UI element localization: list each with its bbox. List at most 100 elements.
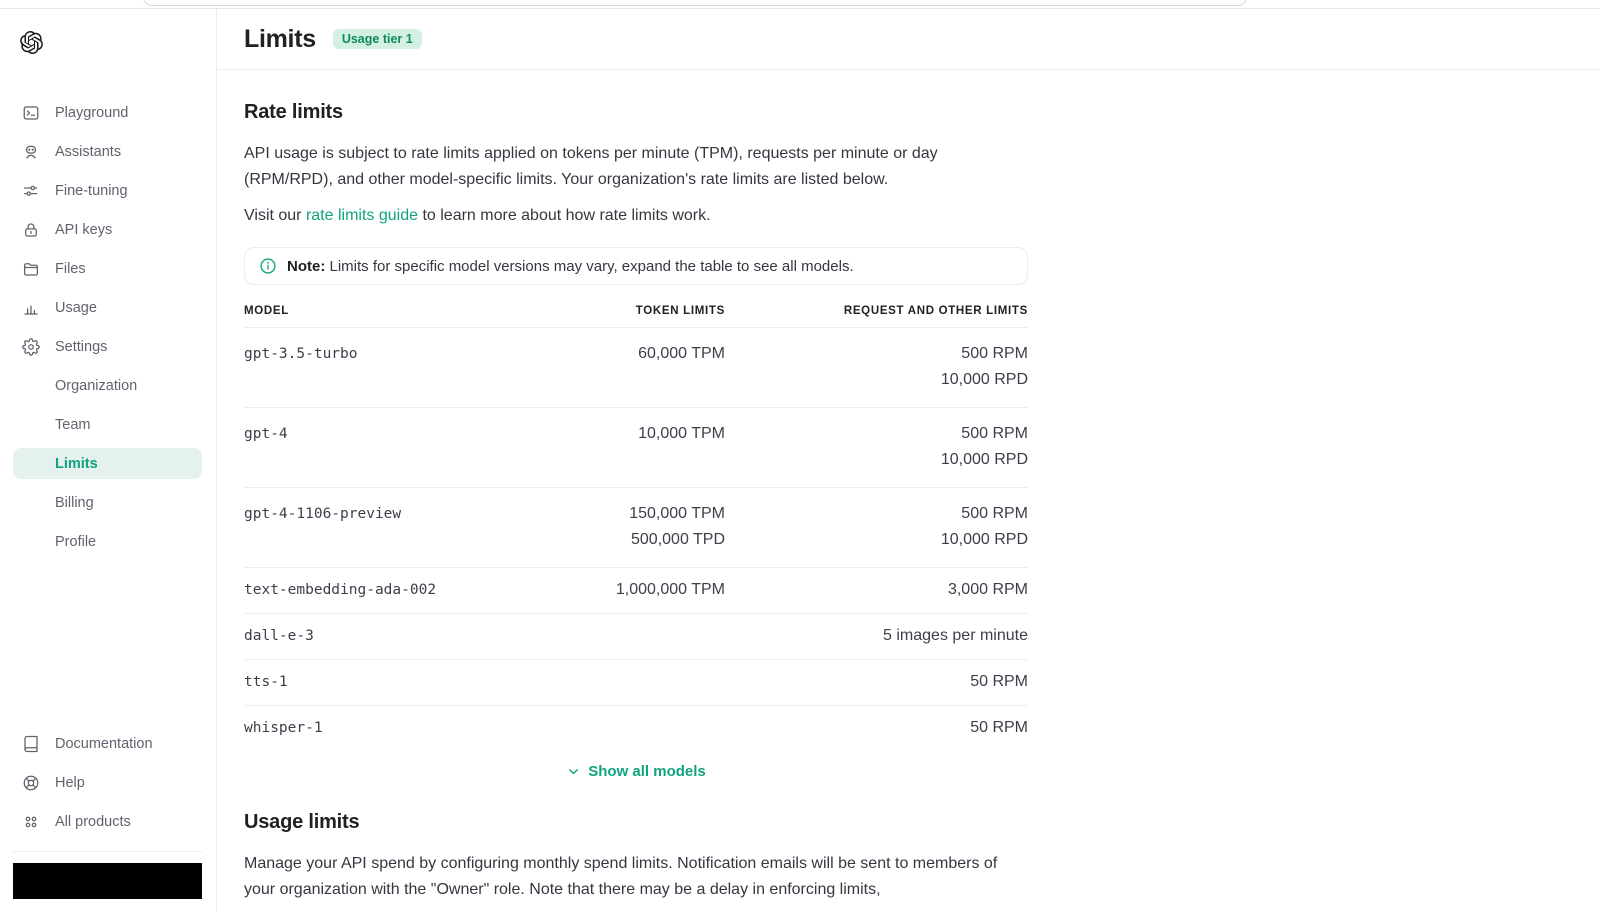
sidebar-item-organization[interactable]: Organization xyxy=(0,366,216,405)
note-label: Note: xyxy=(287,257,326,275)
token-limits-cell: 1,000,000 TPM xyxy=(615,581,725,598)
table-row: gpt-4-1106-preview 150,000 TPM 500,000 T… xyxy=(244,488,1028,568)
lock-icon xyxy=(22,221,40,239)
table-row: gpt-3.5-turbo 60,000 TPM 500 RPM 10,000 … xyxy=(244,328,1028,408)
show-all-models-label: Show all models xyxy=(588,763,706,780)
request-limits-cell: 500 RPM 10,000 RPD xyxy=(940,425,1028,468)
chevron-down-icon xyxy=(566,764,581,779)
sidebar-item-profile[interactable]: Profile xyxy=(0,522,216,561)
request-limits-cell: 50 RPM xyxy=(970,673,1028,690)
token-limits-cell xyxy=(480,669,725,695)
table-row: gpt-4 10,000 TPM 500 RPM 10,000 RPD xyxy=(244,408,1028,488)
rate-limits-table: MODEL TOKEN LIMITS REQUEST AND OTHER LIM… xyxy=(244,305,1028,751)
sidebar-item-limits-active[interactable]: Limits xyxy=(0,444,216,483)
sidebar-item-billing[interactable]: Billing xyxy=(0,483,216,522)
openai-logo[interactable] xyxy=(20,31,216,59)
sidebar-item-label: Organization xyxy=(55,377,138,394)
table-row: dall-e-3 5 images per minute xyxy=(244,614,1028,660)
sidebar-item-label: Files xyxy=(55,260,86,277)
rate-limits-heading: Rate limits xyxy=(244,101,343,123)
token-limits-cell: 60,000 TPM xyxy=(638,345,725,362)
note-callout: Note: Limits for specific model versions… xyxy=(244,247,1028,285)
request-limits-cell: 500 RPM 10,000 RPD xyxy=(940,345,1028,388)
sliders-icon xyxy=(22,182,40,200)
sidebar-item-label: Billing xyxy=(55,494,94,511)
page-title: Limits xyxy=(244,24,316,53)
show-all-models-button[interactable]: Show all models xyxy=(244,763,1028,780)
sidebar-item-api-keys[interactable]: API keys xyxy=(0,210,216,249)
note-text: Limits for specific model versions may v… xyxy=(325,257,854,275)
rate-limits-guide-link[interactable]: rate limits guide xyxy=(305,207,418,224)
sidebar-item-all-products[interactable]: All products xyxy=(0,802,216,841)
sidebar-item-label: Playground xyxy=(55,104,129,121)
token-limits-cell: 150,000 TPM 500,000 TPD xyxy=(629,505,725,548)
terminal-icon xyxy=(22,104,40,122)
request-limits-cell: 500 RPM 10,000 RPD xyxy=(940,505,1028,548)
sidebar-item-files[interactable]: Files xyxy=(0,249,216,288)
sidebar-item-documentation[interactable]: Documentation xyxy=(0,724,216,763)
visit-line: Visit our rate limits guide to learn mor… xyxy=(244,203,1028,229)
assistant-icon xyxy=(22,143,40,161)
page-header: Limits Usage tier 1 xyxy=(217,9,1600,70)
model-name: whisper-1 xyxy=(244,720,323,736)
grid-dots-icon xyxy=(22,813,40,831)
sidebar-item-team[interactable]: Team xyxy=(0,405,216,444)
footer-nav: Documentation Help All products xyxy=(0,724,216,841)
sidebar-item-settings[interactable]: Settings xyxy=(0,327,216,366)
app-root: Playground Assistants Fine-tuning API ke… xyxy=(0,9,1600,912)
model-name: tts-1 xyxy=(244,674,288,690)
sidebar-item-fine-tuning[interactable]: Fine-tuning xyxy=(0,171,216,210)
visit-suffix: to learn more about how rate limits work… xyxy=(418,207,711,224)
column-header-token-limits: TOKEN LIMITS xyxy=(635,305,725,317)
usage-limits-heading: Usage limits xyxy=(244,811,360,833)
omnibox-fragment xyxy=(143,0,1247,6)
folder-icon xyxy=(22,260,40,278)
column-header-request-limits: REQUEST AND OTHER LIMITS xyxy=(843,305,1028,317)
usage-tier-badge: Usage tier 1 xyxy=(332,29,422,49)
sidebar: Playground Assistants Fine-tuning API ke… xyxy=(0,9,217,912)
primary-nav: Playground Assistants Fine-tuning API ke… xyxy=(0,93,216,561)
browser-top-strip xyxy=(0,0,1600,9)
table-body: gpt-3.5-turbo 60,000 TPM 500 RPM 10,000 … xyxy=(244,328,1028,751)
token-limits-cell xyxy=(480,623,725,649)
token-limits-cell xyxy=(480,715,725,741)
book-icon xyxy=(22,735,40,753)
main-content: Limits Usage tier 1 Rate limits API usag… xyxy=(217,9,1600,912)
life-buoy-icon xyxy=(22,774,40,792)
sidebar-spacer xyxy=(0,561,216,724)
account-button-redacted[interactable] xyxy=(13,863,202,899)
bar-chart-icon xyxy=(22,299,40,317)
sidebar-item-assistants[interactable]: Assistants xyxy=(0,132,216,171)
sidebar-item-label: Fine-tuning xyxy=(55,182,128,199)
sidebar-item-playground[interactable]: Playground xyxy=(0,93,216,132)
request-limits-cell: 50 RPM xyxy=(970,719,1028,736)
sidebar-item-label: API keys xyxy=(55,221,113,238)
sidebar-divider xyxy=(13,851,202,852)
active-pill: Limits xyxy=(13,448,202,479)
model-name: gpt-3.5-turbo xyxy=(244,346,358,362)
table-row: whisper-1 50 RPM xyxy=(244,706,1028,751)
rate-limits-description: API usage is subject to rate limits appl… xyxy=(244,145,938,188)
column-header-model: MODEL xyxy=(244,305,289,317)
sidebar-item-help[interactable]: Help xyxy=(0,763,216,802)
sidebar-item-label: Usage xyxy=(55,299,97,316)
model-name: dall-e-3 xyxy=(244,628,314,644)
table-row: tts-1 50 RPM xyxy=(244,660,1028,706)
sidebar-item-label: Profile xyxy=(55,533,97,550)
sidebar-item-label: Help xyxy=(55,774,85,791)
sidebar-item-label: Documentation xyxy=(55,735,153,752)
sidebar-item-label: All products xyxy=(55,813,131,830)
sidebar-item-label: Assistants xyxy=(55,143,122,160)
table-header-row: MODEL TOKEN LIMITS REQUEST AND OTHER LIM… xyxy=(244,305,1028,328)
model-name: text-embedding-ada-002 xyxy=(244,582,437,598)
usage-limits-description: Manage your API spend by configuring mon… xyxy=(244,855,998,898)
token-limits-cell: 10,000 TPM xyxy=(638,425,725,442)
sidebar-item-usage[interactable]: Usage xyxy=(0,288,216,327)
info-icon xyxy=(259,257,277,275)
table-row: text-embedding-ada-002 1,000,000 TPM 3,0… xyxy=(244,568,1028,614)
sidebar-item-label: Team xyxy=(55,416,91,433)
note-text-wrap: Note: Limits for specific model versions… xyxy=(287,258,854,275)
model-name: gpt-4-1106-preview xyxy=(244,506,402,522)
sidebar-item-label: Settings xyxy=(55,338,108,355)
request-limits-cell: 3,000 RPM xyxy=(947,581,1028,598)
